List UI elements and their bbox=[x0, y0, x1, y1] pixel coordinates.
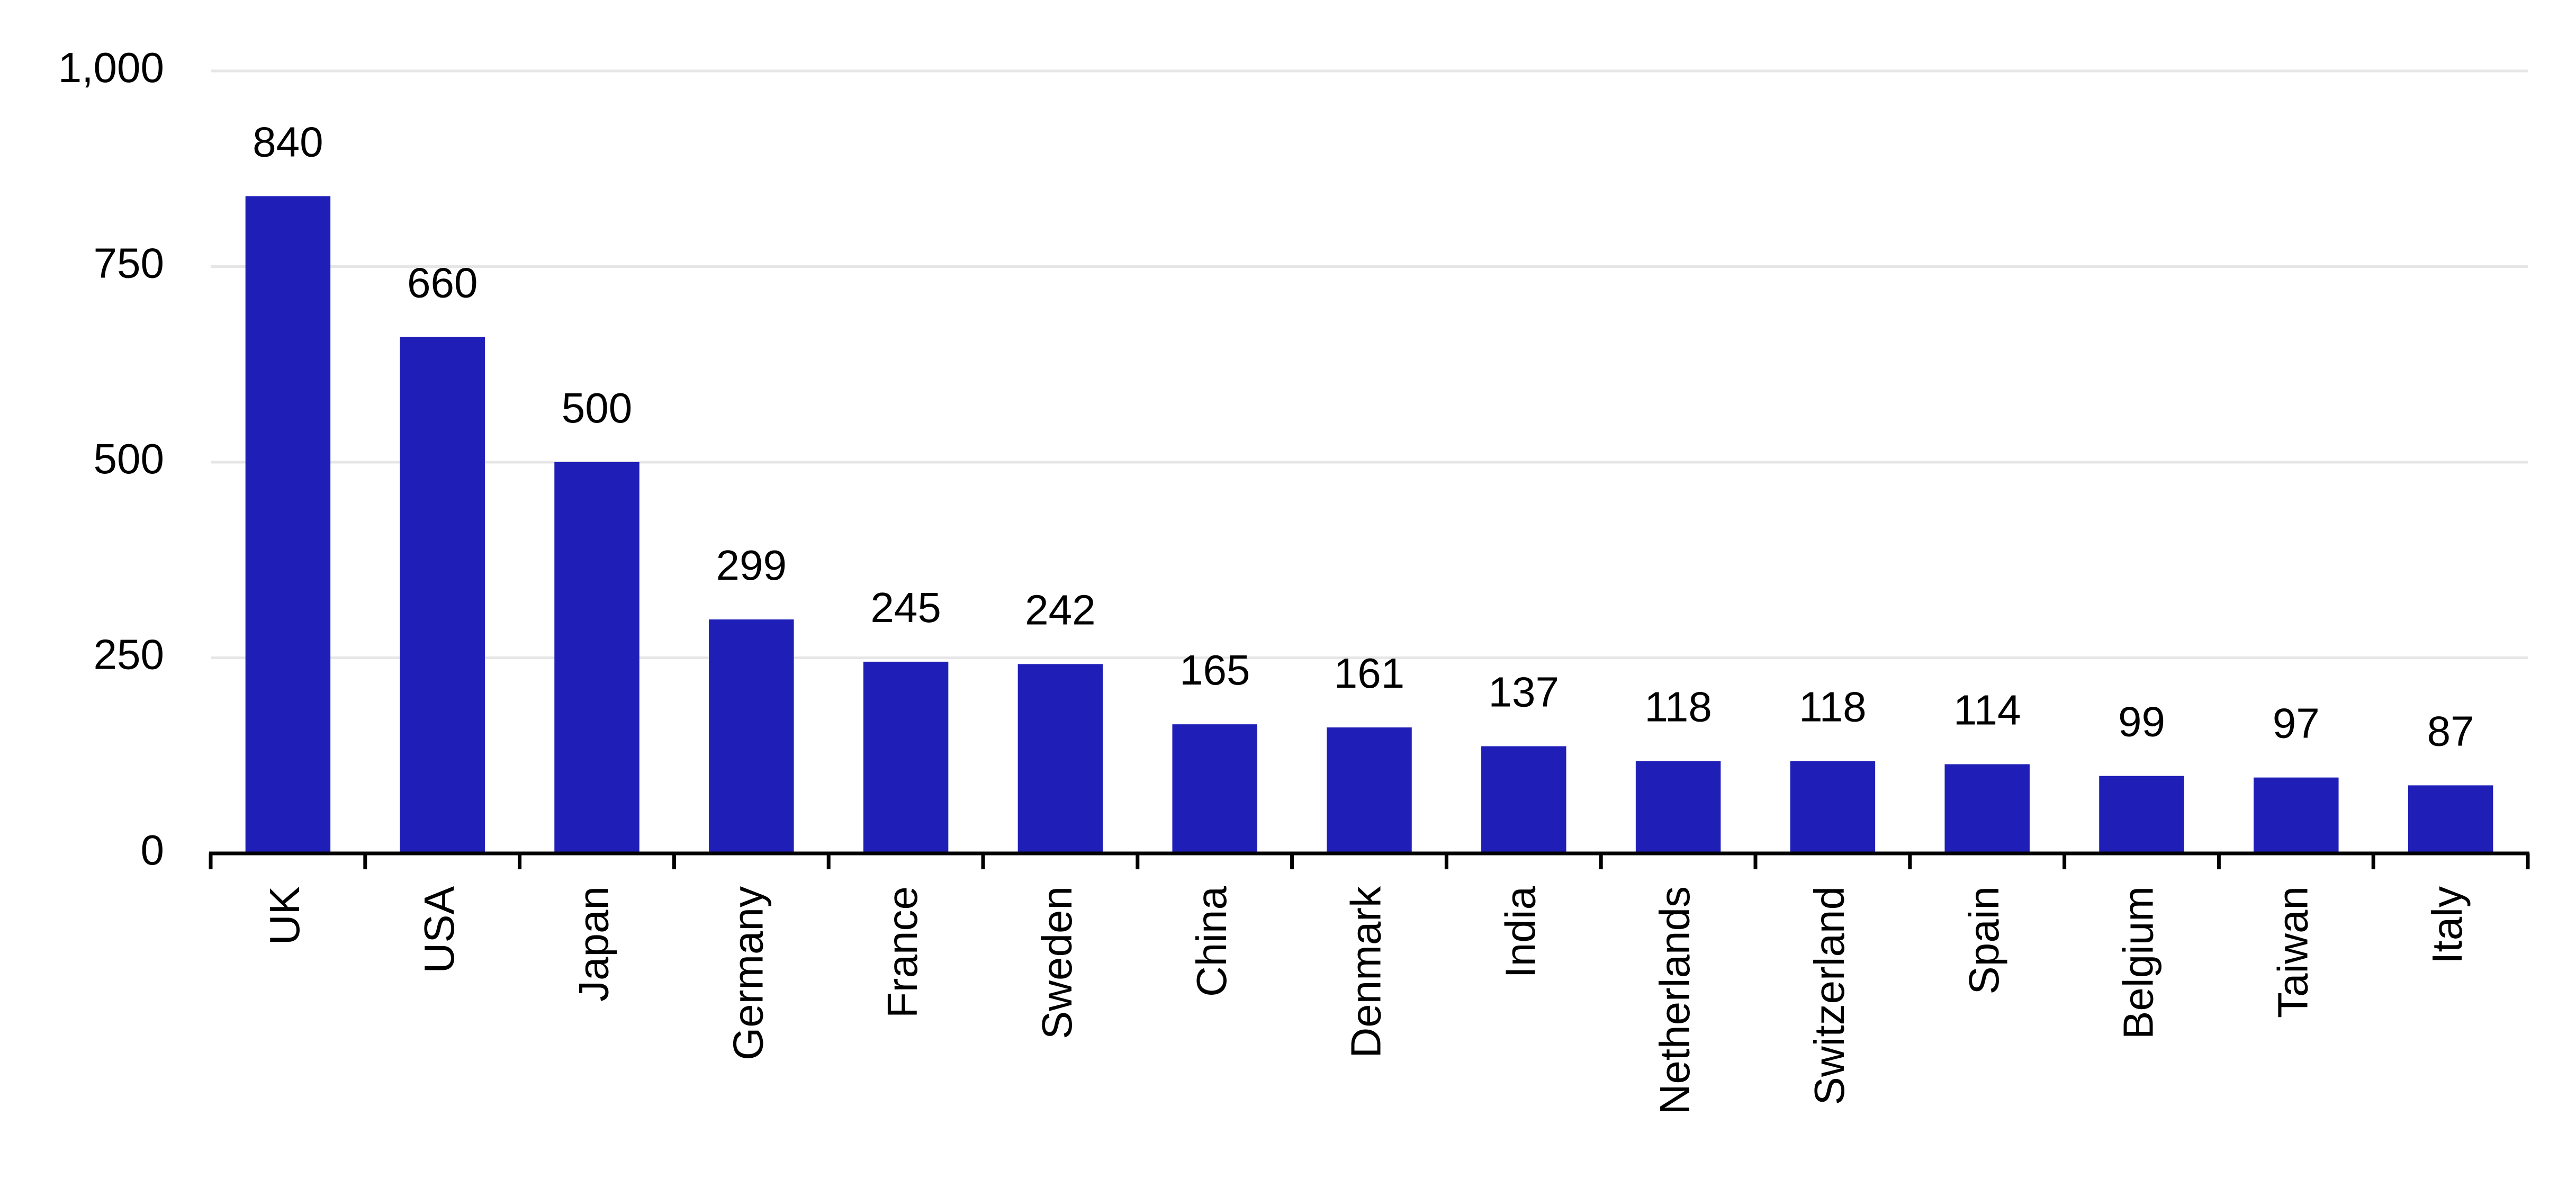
bar bbox=[1944, 764, 2030, 853]
x-tick-label: Sweden bbox=[1033, 886, 1080, 1039]
x-tick-label: France bbox=[879, 886, 926, 1018]
data-label: 99 bbox=[2118, 698, 2165, 745]
bar bbox=[400, 337, 485, 853]
x-tick-label: Taiwan bbox=[2269, 886, 2316, 1018]
bar bbox=[2254, 777, 2339, 853]
bar bbox=[1327, 727, 1412, 853]
x-tick-label: USA bbox=[416, 886, 463, 973]
data-label: 114 bbox=[1953, 687, 2021, 734]
data-label: 97 bbox=[2273, 700, 2320, 747]
data-label: 660 bbox=[407, 259, 478, 307]
x-tick-label: Japan bbox=[570, 886, 617, 1002]
bar bbox=[1790, 761, 1876, 853]
bar bbox=[1635, 761, 1721, 853]
x-tick-label: UK bbox=[261, 886, 308, 945]
y-tick-label: 750 bbox=[94, 240, 164, 287]
data-label: 137 bbox=[1489, 669, 1559, 716]
data-label: 245 bbox=[870, 584, 941, 631]
x-tick-label: Germany bbox=[724, 886, 771, 1060]
bar bbox=[2408, 785, 2493, 853]
bar bbox=[863, 661, 949, 853]
data-label: 118 bbox=[1644, 683, 1712, 731]
data-label: 87 bbox=[2427, 707, 2474, 754]
bar bbox=[1017, 664, 1103, 853]
bar bbox=[1481, 746, 1566, 853]
data-label: 118 bbox=[1799, 683, 1867, 731]
x-tick-label: Italy bbox=[2424, 886, 2471, 964]
data-label: 242 bbox=[1025, 586, 1095, 633]
y-tick-label: 500 bbox=[94, 435, 164, 482]
x-tick-label: Denmark bbox=[1343, 886, 1390, 1058]
labels: 0 250 500 750 1,000 840 UK 660 USA 500 Japan 299 Ger… bbox=[58, 44, 2474, 1114]
bar bbox=[709, 619, 794, 853]
x-tick-label: Switzerland bbox=[1806, 886, 1853, 1105]
axes bbox=[209, 851, 2530, 869]
data-label: 299 bbox=[716, 542, 787, 589]
data-label: 161 bbox=[1334, 650, 1404, 697]
x-tick-label: China bbox=[1188, 886, 1235, 997]
y-tick-label: 0 bbox=[141, 826, 165, 874]
x-tick-label: Belgium bbox=[2115, 886, 2162, 1039]
x-tick-label: India bbox=[1497, 886, 1544, 978]
x-tick-label: Spain bbox=[1960, 886, 2007, 995]
x-tick-label: Netherlands bbox=[1651, 886, 1698, 1114]
bar bbox=[245, 196, 331, 854]
data-label: 165 bbox=[1179, 646, 1250, 694]
y-tick-label: 250 bbox=[94, 631, 164, 678]
data-label: 500 bbox=[562, 384, 632, 431]
y-tick-label: 1,000 bbox=[58, 44, 164, 91]
bar bbox=[2099, 776, 2184, 853]
bars bbox=[245, 196, 2493, 854]
bar bbox=[1172, 724, 1257, 853]
bar bbox=[554, 462, 640, 853]
data-label: 840 bbox=[253, 118, 323, 165]
